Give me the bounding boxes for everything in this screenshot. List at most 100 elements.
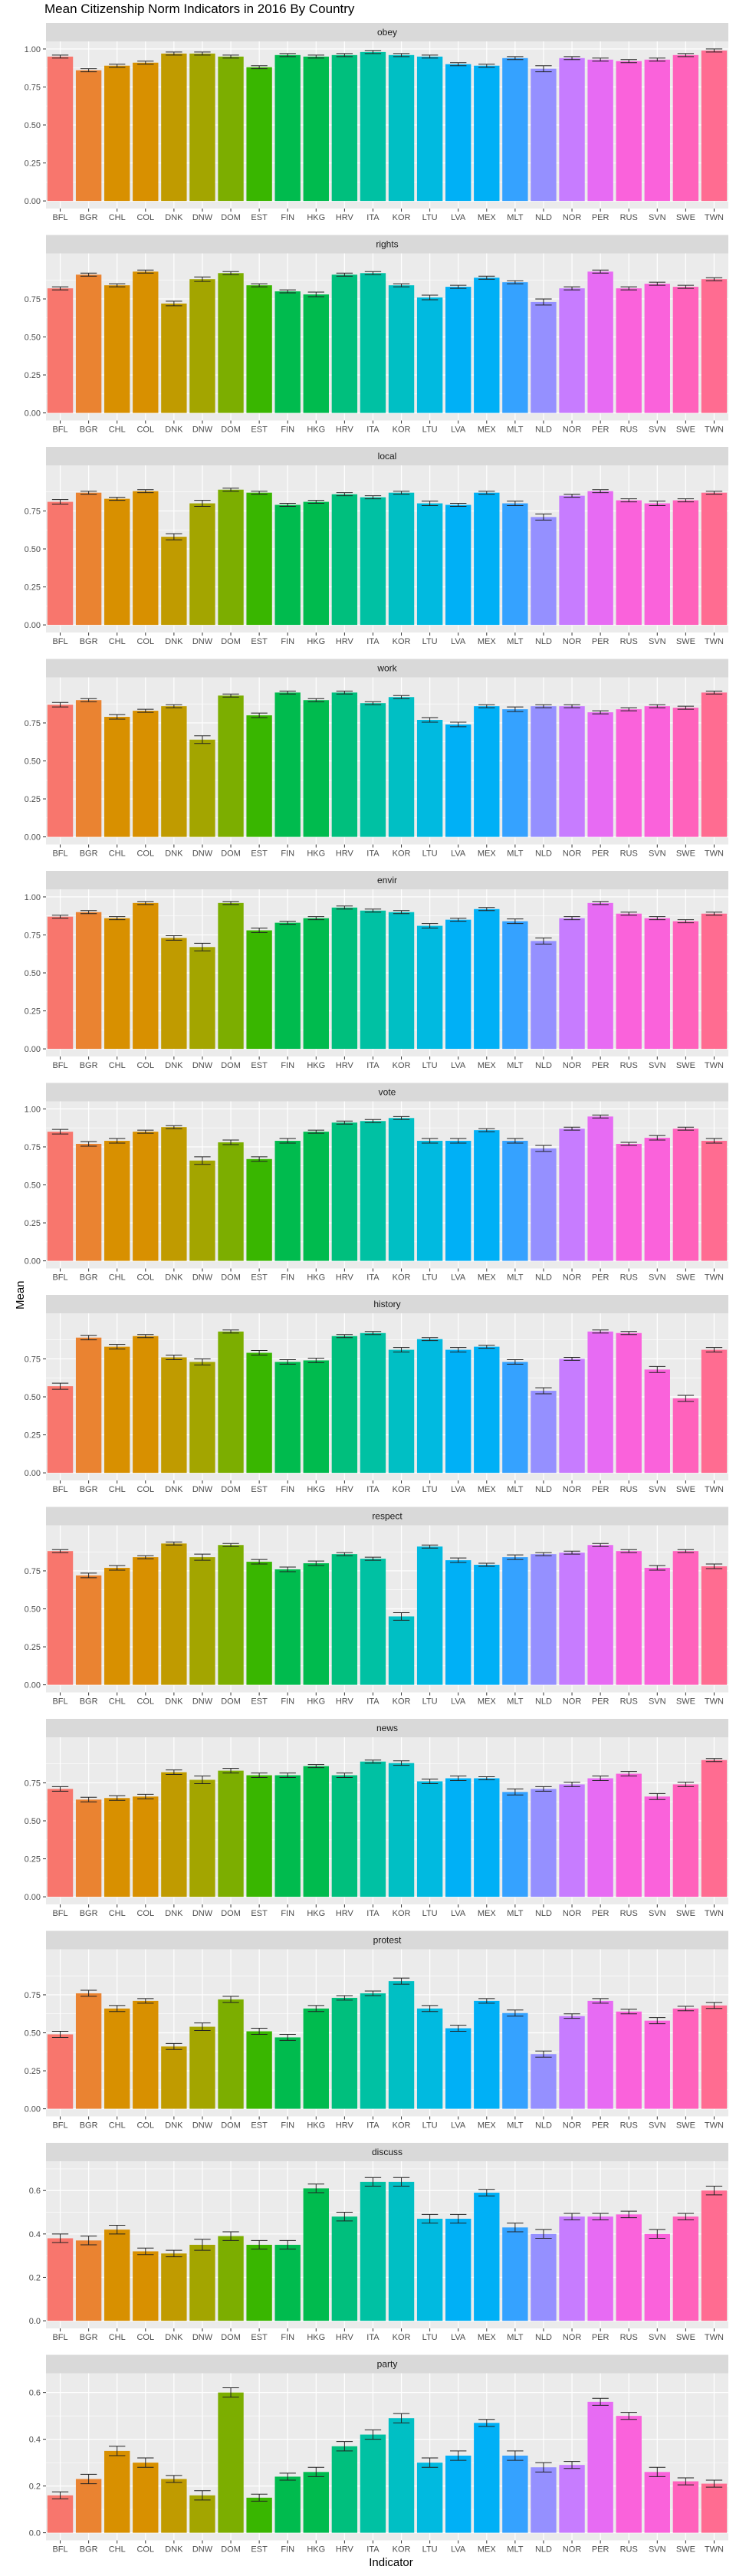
x-tick-label: DNW [192, 637, 213, 646]
bar [360, 1559, 386, 1685]
x-tick-label: LVA [451, 637, 466, 646]
bar [559, 2465, 585, 2533]
x-tick-label: DOM [221, 1485, 241, 1494]
x-tick-label: NLD [535, 1697, 552, 1707]
x-tick-label: EST [251, 1697, 268, 1707]
y-tick-label: 0.00 [25, 197, 41, 206]
bar [47, 1789, 74, 1898]
bar [360, 273, 386, 413]
x-tick-label: CHL [109, 1485, 126, 1494]
x-tick-label: HRV [336, 426, 354, 435]
bar [246, 2031, 272, 2109]
x-tick-label: COL [136, 1909, 154, 1918]
bar [531, 1789, 557, 1898]
x-tick-label: KOR [393, 637, 411, 646]
x-tick-label: KOR [393, 1061, 411, 1070]
x-tick-label: DNK [165, 2545, 183, 2555]
bar [502, 1557, 528, 1685]
x-tick-label: BFL [52, 1485, 67, 1494]
bar [616, 1773, 642, 1898]
bar [672, 2008, 699, 2109]
bar [161, 303, 187, 413]
y-tick-label: 0.0 [29, 2317, 41, 2326]
facet-strip [46, 447, 728, 465]
bar [161, 1357, 187, 1474]
x-tick-label: PER [592, 849, 610, 859]
y-tick-label: 0.25 [25, 159, 41, 169]
bar [189, 2245, 215, 2321]
y-tick-label: 0.0 [29, 2529, 41, 2538]
bar [360, 703, 386, 837]
bar [303, 1132, 329, 1261]
bar [161, 1127, 187, 1261]
bar [303, 2188, 329, 2321]
y-tick-label: 0.4 [29, 2230, 41, 2239]
x-tick-label: NLD [535, 1485, 552, 1494]
bar [644, 918, 670, 1050]
x-tick-label: SVN [649, 849, 666, 859]
facet-strip-label: vote [379, 1087, 396, 1098]
x-tick-label: EST [251, 2121, 268, 2131]
bar [701, 913, 728, 1050]
bar [672, 287, 699, 413]
x-tick-label: SWE [676, 2121, 695, 2131]
bar [104, 1141, 130, 1261]
bar [303, 2008, 329, 2109]
y-tick-label: 0.75 [25, 1355, 41, 1364]
bar [445, 504, 472, 626]
x-tick-label: DNW [192, 2333, 213, 2342]
y-tick-label: 0.00 [25, 1893, 41, 1902]
x-tick-label: MEX [478, 1909, 497, 1918]
y-tick-label: 0.25 [25, 1855, 41, 1865]
x-tick-label: HKG [307, 637, 325, 646]
x-tick-label: ITA [366, 1909, 380, 1918]
y-tick-label: 0.25 [25, 795, 41, 804]
bar [531, 301, 557, 413]
x-tick-label: SWE [676, 2545, 695, 2555]
x-tick-label: MLT [507, 1909, 523, 1918]
bar [388, 1118, 415, 1261]
x-tick-label: COL [136, 1697, 154, 1707]
x-tick-label: KOR [393, 1273, 411, 1283]
bar [75, 1337, 102, 1474]
x-tick-label: RUS [620, 637, 638, 646]
bar [161, 1772, 187, 1898]
bar [616, 913, 642, 1050]
x-tick-label: MEX [478, 213, 497, 222]
bar [75, 700, 102, 837]
x-tick-label: DNK [165, 426, 183, 435]
bar [416, 297, 443, 413]
bar [474, 2000, 500, 2109]
chart-title: Mean Citizenship Norm Indicators in 2016… [44, 2, 355, 16]
bar [161, 537, 187, 626]
x-tick-label: BFL [52, 1909, 67, 1918]
bar [672, 2481, 699, 2533]
y-tick-label: 0.50 [25, 1605, 41, 1615]
x-tick-label: LTU [422, 2545, 438, 2555]
x-tick-label: RUS [620, 1061, 638, 1070]
bar [161, 2253, 187, 2321]
x-tick-label: LVA [451, 213, 466, 222]
bar [701, 2483, 728, 2533]
bar [303, 501, 329, 626]
bar [644, 1796, 670, 1898]
panel-background [46, 2373, 728, 2541]
bar [587, 59, 613, 202]
bar [360, 1121, 386, 1261]
bar [274, 1569, 301, 1685]
bar [616, 288, 642, 413]
bar [587, 271, 613, 413]
y-tick-label: 0.75 [25, 931, 41, 940]
x-tick-label: ITA [366, 426, 380, 435]
x-tick-label: PER [592, 1273, 610, 1283]
x-tick-label: SVN [649, 1061, 666, 1070]
bar [416, 2463, 443, 2533]
bar [189, 279, 215, 413]
bar [388, 1763, 415, 1898]
bar [672, 1398, 699, 1474]
bar [445, 1141, 472, 1261]
bar [672, 1784, 699, 1898]
bar [360, 1332, 386, 1474]
x-tick-label: HKG [307, 2545, 325, 2555]
bar [75, 1993, 102, 2109]
